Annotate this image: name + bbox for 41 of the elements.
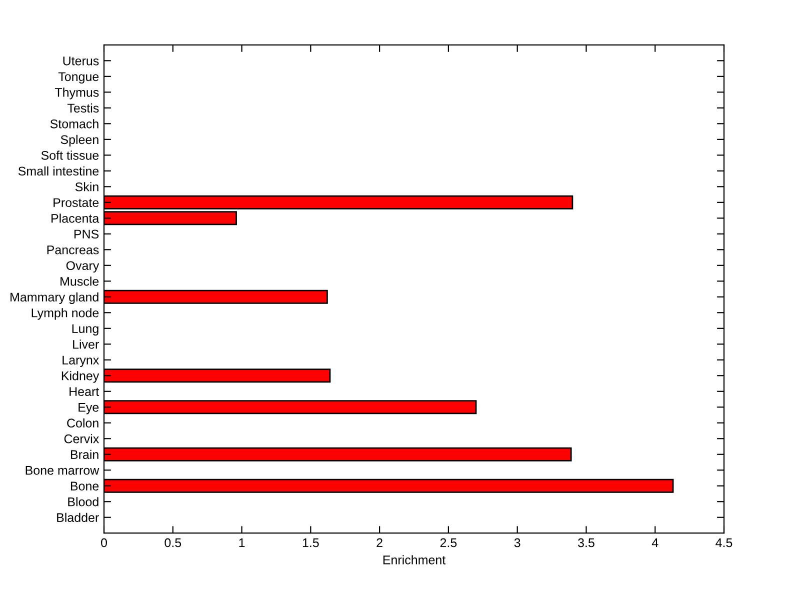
y-tick-label: Larynx bbox=[62, 356, 100, 368]
y-tick-label: PNS bbox=[74, 230, 99, 239]
x-tick-label: 3.5 bbox=[578, 538, 594, 548]
y-tick-label: Uterus bbox=[63, 56, 99, 66]
y-tick-label: Skin bbox=[75, 182, 98, 192]
y-tick-label: Bladder bbox=[57, 512, 99, 522]
y-tick-label: Cervix bbox=[64, 434, 100, 444]
x-tick-label: 0.5 bbox=[164, 538, 182, 548]
y-tick-label: Brain bbox=[70, 450, 98, 460]
y-tick-label: Eye bbox=[78, 403, 99, 414]
y-tick-label: Bone marrow bbox=[26, 466, 100, 475]
y-tick-label: Spleen bbox=[60, 134, 98, 147]
y-tick-label: Heart bbox=[70, 387, 100, 396]
y-tick-label: Tongue bbox=[58, 72, 99, 84]
y-tick-label: Thymus bbox=[54, 88, 99, 100]
y-tick-label: Bone bbox=[70, 482, 99, 491]
y-tick-label: Lymph node bbox=[32, 308, 99, 320]
y-tick-label: Testis bbox=[67, 103, 99, 113]
y-tick-label: Small intestine bbox=[18, 166, 99, 176]
y-tick-label: Liver bbox=[73, 340, 99, 349]
y-tick-label: Muscle bbox=[60, 276, 99, 286]
x-axis-title: Enrichment bbox=[383, 555, 446, 564]
y-tick-label: Blood bbox=[68, 497, 98, 506]
x-tick-label: 0 bbox=[101, 538, 107, 548]
y-tick-label: Placenta bbox=[52, 214, 100, 223]
y-tick-label: Stomach bbox=[50, 119, 98, 128]
x-tick-label: 2 bbox=[376, 538, 382, 548]
x-tick-label: 1.5 bbox=[302, 538, 319, 548]
y-tick-label: Prostate bbox=[54, 198, 99, 208]
y-tick-label: Lung bbox=[72, 324, 98, 336]
y-tick-label: Colon bbox=[67, 418, 98, 428]
y-tick-label: Mammary gland bbox=[10, 292, 98, 304]
x-tick-label: 4 bbox=[652, 538, 658, 548]
x-tick-label: 1 bbox=[239, 538, 245, 548]
y-tick-label: Kidney bbox=[62, 371, 100, 383]
y-tick-label: Soft tissue bbox=[41, 150, 99, 160]
x-tick-label: 3 bbox=[514, 538, 520, 548]
x-tick-label: 2.5 bbox=[440, 538, 457, 548]
x-tick-label: 4.5 bbox=[716, 538, 732, 548]
y-tick-label: Pancreas bbox=[47, 246, 99, 254]
y-tick-label: Ovary bbox=[66, 261, 100, 273]
